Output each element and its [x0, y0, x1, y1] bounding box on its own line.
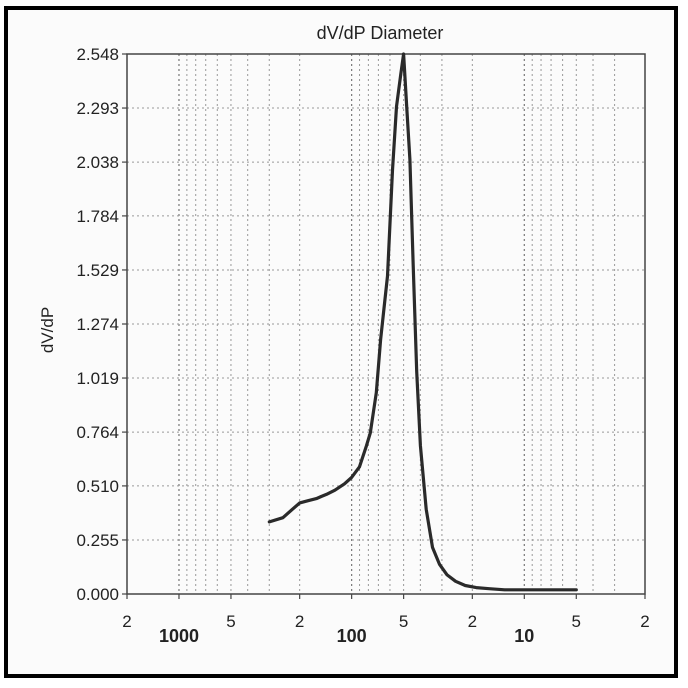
- y-tick-label: 2.293: [76, 99, 119, 118]
- x-tick-label: 5: [399, 612, 408, 631]
- y-tick-label: 0.510: [76, 477, 119, 496]
- x-tick-label: 2: [295, 612, 304, 631]
- series-line: [267, 52, 578, 592]
- x-tick-label: 10: [514, 626, 534, 646]
- y-tick-label: 0.764: [76, 423, 119, 442]
- y-tick-label: 0.255: [76, 531, 119, 550]
- x-tick-label: 5: [572, 612, 581, 631]
- y-tick-label: 1.019: [76, 369, 119, 388]
- x-tick-label: 1000: [159, 626, 199, 646]
- y-tick-label: 2.548: [76, 45, 119, 64]
- x-tick-label: 2: [640, 612, 649, 631]
- chart-title: dV/dP Diameter: [317, 23, 444, 43]
- y-tick-label: 1.529: [76, 261, 119, 280]
- y-tick-label: 1.784: [76, 207, 119, 226]
- series-layer: [267, 52, 578, 592]
- chart-frame: [4, 6, 678, 678]
- x-tick-label: 2: [122, 612, 131, 631]
- y-tick-labels: 0.000 0.255 0.510 0.764 1.019 1.274 1.529 1.784…: [76, 45, 127, 604]
- grid-layer: [126, 54, 646, 594]
- y-tick-label: 2.038: [76, 153, 119, 172]
- y-axis-label: dV/dP: [38, 307, 57, 353]
- x-tick-label: 2: [468, 612, 477, 631]
- y-tick-label: 0.000: [76, 585, 119, 604]
- y-tick-label: 1.274: [76, 315, 119, 334]
- x-tick-label: 5: [226, 612, 235, 631]
- x-tick-labels: 2 1000 5 2 100 5 2 10 5 2: [122, 594, 650, 646]
- x-tick-label: 100: [337, 626, 367, 646]
